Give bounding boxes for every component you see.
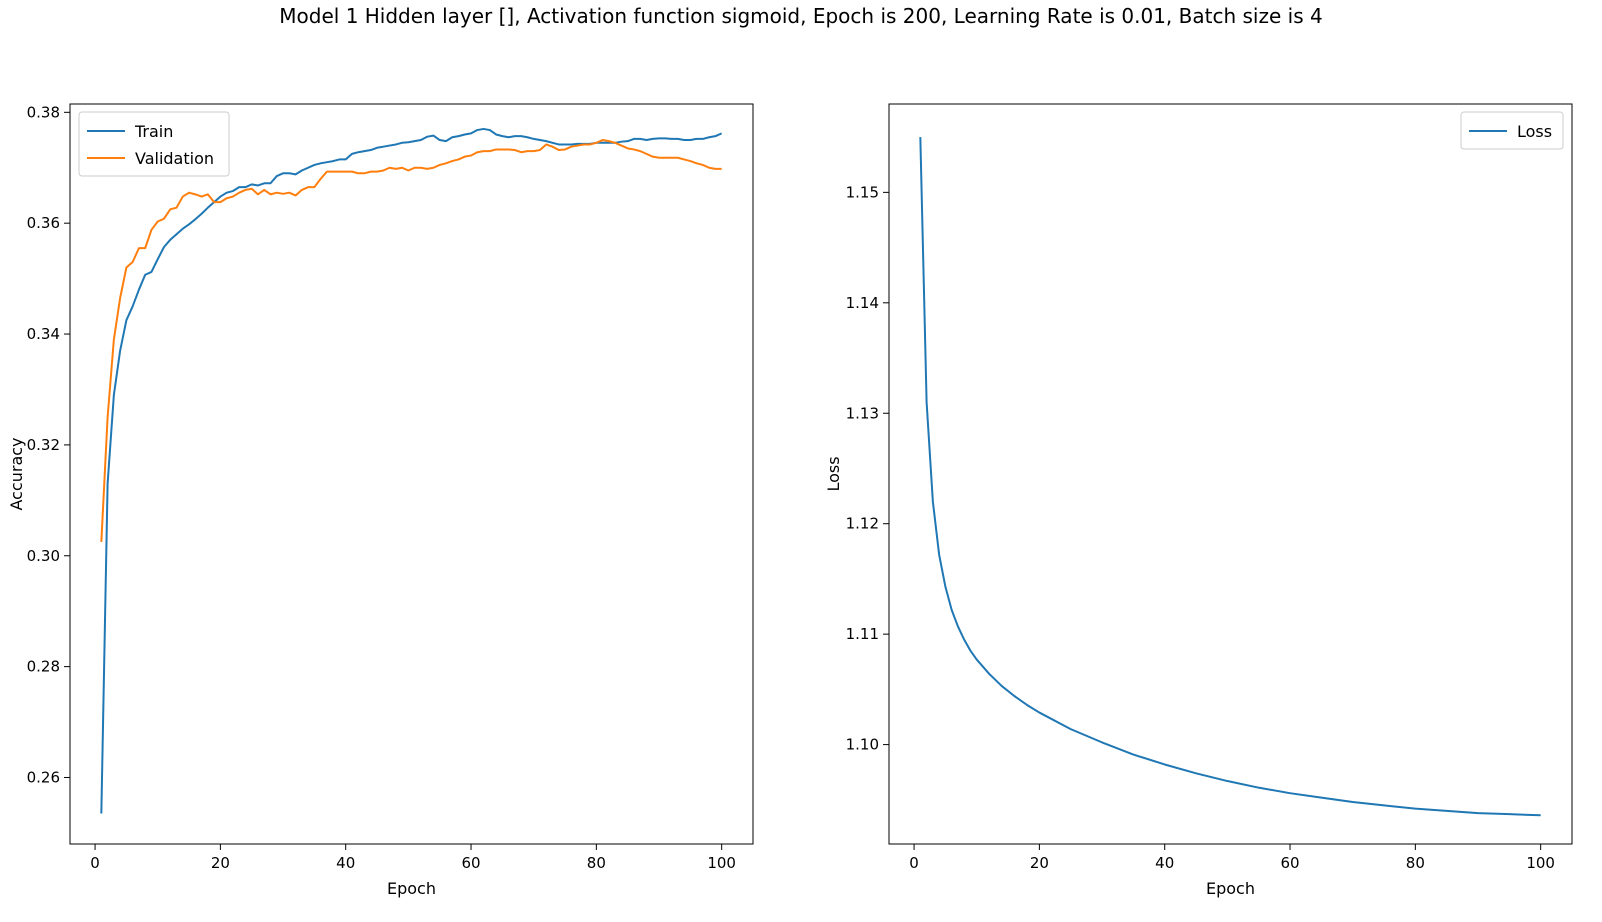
- loss-x-tick-label: 0: [909, 854, 919, 872]
- accuracy-x-tick-label: 80: [587, 854, 606, 872]
- accuracy-legend: Train Validation: [78, 111, 230, 177]
- accuracy-y-tick-label: 0.34: [27, 325, 60, 343]
- accuracy-y-tick-label: 0.30: [27, 547, 60, 565]
- loss-series-line-loss: [919, 137, 1541, 817]
- figure-title: Model 1 Hidden layer [], Activation func…: [279, 4, 1323, 28]
- loss-x-tick-label: 100: [1526, 854, 1555, 872]
- accuracy-x-tick-label: 60: [461, 854, 480, 872]
- loss-y-tick-label: 1.11: [846, 625, 879, 643]
- accuracy-legend-label-train: Train: [134, 122, 173, 141]
- accuracy-y-tick-label: 0.26: [27, 768, 60, 786]
- accuracy-x-axis-label: Epoch: [387, 879, 436, 898]
- accuracy-y-tick-label: 0.28: [27, 658, 60, 676]
- accuracy-series-line-validation: [100, 139, 722, 542]
- loss-y-tick-label: 1.13: [846, 404, 879, 422]
- accuracy-chart: 0 20 40 60 80 100 0.26 0.28 0.30 0.32 0.34 0.36 0.38…: [7, 103, 754, 898]
- accuracy-y-axis-label: Accuracy: [7, 437, 26, 510]
- loss-plot-frame: [888, 103, 1573, 845]
- loss-y-tick-label: 1.15: [846, 183, 879, 201]
- accuracy-x-tick-label: 20: [211, 854, 230, 872]
- accuracy-x-tick-label: 40: [336, 854, 355, 872]
- loss-y-tick-label: 1.10: [846, 736, 879, 754]
- loss-y-axis-label: Loss: [824, 456, 843, 491]
- loss-x-tick-label: 80: [1406, 854, 1425, 872]
- loss-x-tick-label: 20: [1030, 854, 1049, 872]
- accuracy-x-tick-label: 100: [707, 854, 736, 872]
- accuracy-x-tick-label: 0: [90, 854, 100, 872]
- accuracy-y-tick-label: 0.32: [27, 436, 60, 454]
- loss-y-tick-label: 1.12: [846, 515, 879, 533]
- accuracy-y-tick-label: 0.38: [27, 103, 60, 121]
- loss-x-tick-label: 40: [1155, 854, 1174, 872]
- loss-y-tick-label: 1.14: [846, 294, 879, 312]
- loss-x-tick-label: 60: [1280, 854, 1299, 872]
- loss-x-axis-label: Epoch: [1206, 879, 1255, 898]
- accuracy-y-tick-label: 0.36: [27, 214, 60, 232]
- loss-legend: Loss: [1460, 111, 1564, 150]
- loss-legend-box: [1460, 111, 1564, 150]
- loss-chart: 0 20 40 60 80 100 1.10 1.11 1.12 1.13 1.14 1.15 Epoc…: [824, 103, 1573, 898]
- accuracy-legend-label-validation: Validation: [135, 149, 214, 168]
- accuracy-series-line-train: [100, 127, 723, 814]
- accuracy-legend-box: [78, 111, 230, 177]
- accuracy-plot-frame: [69, 103, 754, 845]
- loss-legend-label-loss: Loss: [1517, 122, 1552, 141]
